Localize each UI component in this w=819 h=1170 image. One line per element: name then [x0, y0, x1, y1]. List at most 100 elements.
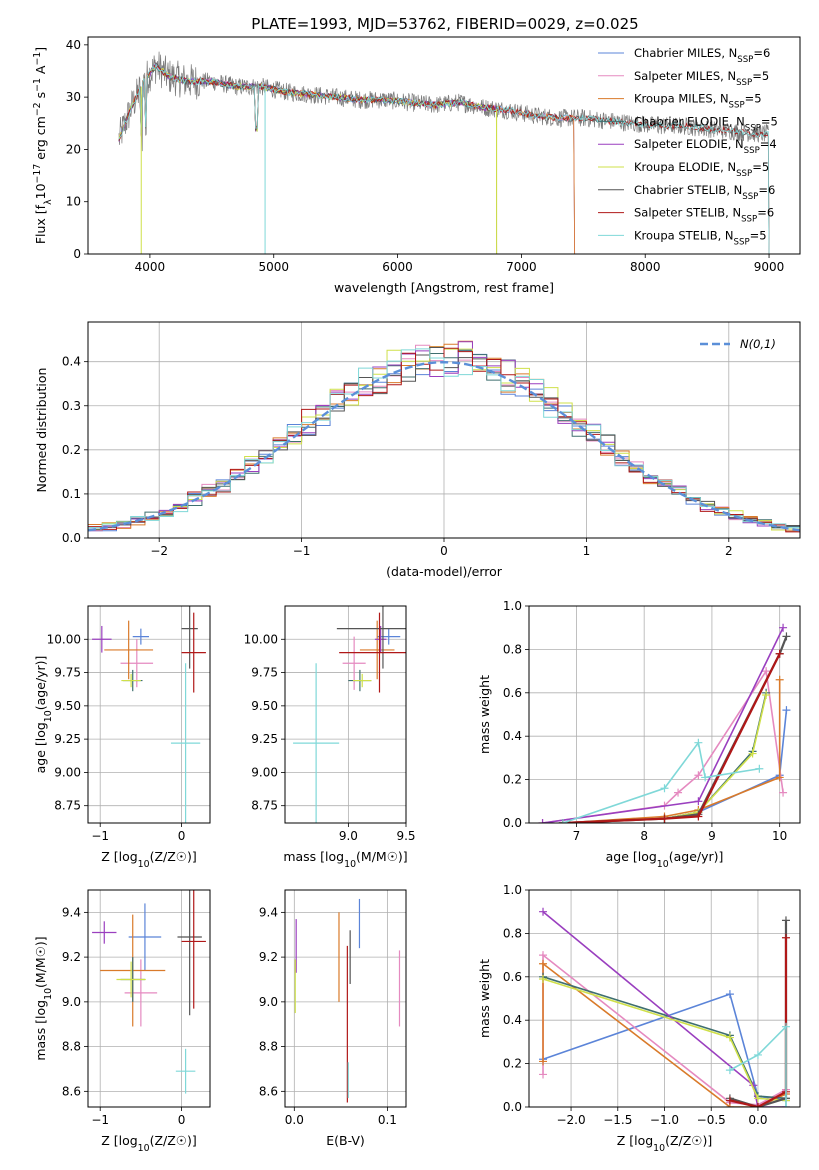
x-axis-label: wavelength [Angstrom, rest frame]: [334, 280, 554, 295]
panel-residuals: N(0,1) −2 −1 0 1 2 0.0 0.1 0.2 0.3 0.4 (data-model)…: [34, 321, 801, 579]
errorbar-point: [92, 921, 117, 944]
spectrum-model-line: [118, 63, 770, 254]
spectrum-model-line: [118, 65, 770, 254]
series-point: [779, 788, 788, 797]
errorbar-point: [181, 890, 206, 1009]
y-tick-label: 0.0: [503, 1100, 522, 1114]
y-tick-label: 0.3: [62, 399, 81, 413]
y-tick-label: 0.1: [62, 487, 81, 501]
errorbar-point: [293, 663, 340, 823]
series-point: [558, 819, 567, 823]
x-tick-label: 6000: [382, 260, 413, 274]
legend-label: Chabrier ELODIE, NSSP=5: [634, 114, 778, 133]
y-tick-label: 1.0: [503, 883, 522, 897]
legend-label: Kroupa STELIB, NSSP=5: [634, 228, 767, 247]
legend-label: Chabrier MILES, NSSP=6: [634, 46, 770, 65]
legend-label: Salpeter STELIB, NSSP=6: [634, 206, 774, 225]
series-line: [729, 1024, 787, 1107]
series-line: [562, 710, 788, 823]
x-axis-label: mass [log10(M/M☉)]: [283, 849, 407, 870]
x-tick-label: 5000: [258, 260, 289, 274]
errorbar-point: [175, 1048, 196, 1094]
y-tick-label: 0.8: [503, 926, 522, 940]
series-point: [539, 1057, 548, 1066]
plot-area: [118, 51, 770, 254]
series-point: [539, 1070, 548, 1079]
y-tick-label: 0.2: [503, 773, 522, 787]
x-tick-label: 2: [725, 544, 733, 558]
errorbar-point: [120, 639, 154, 688]
series-line: [542, 911, 786, 1107]
y-axis-label: mass weight: [477, 959, 492, 1038]
series-point: [725, 1096, 734, 1105]
x-tick-label: 0: [178, 1113, 186, 1127]
x-tick-label: 8000: [630, 260, 661, 274]
plot-area: [88, 340, 800, 533]
x-tick-label: 9.0: [339, 829, 358, 843]
x-tick-label: 0.0: [748, 1113, 767, 1127]
y-axis-label: age [log10(age/yr)]: [33, 656, 54, 774]
y-tick-label: 9.4: [259, 905, 278, 919]
x-tick-label: 8: [640, 829, 648, 843]
series-line: [562, 653, 781, 823]
x-axis-label: E(B-V): [326, 1133, 365, 1148]
errorbar-point: [336, 606, 406, 669]
y-axis-label: mass [log10(M/M☉)]: [33, 936, 54, 1060]
panel-massweight_vs_age: 7 8 9 10 0.0 0.2 0.4 0.6 0.8 1.0 age [log10(age/yr…: [477, 599, 801, 870]
y-tick-label: 0.6: [503, 686, 522, 700]
x-tick-label: −1: [293, 544, 311, 558]
y-tick-label: 10.00: [47, 632, 81, 646]
legend-label: Salpeter MILES, NSSP=5: [634, 69, 769, 88]
series-point: [753, 1094, 762, 1103]
x-tick-label: 0: [178, 829, 186, 843]
y-axis-label: Flux [fλ10−17 erg cm−2 s−1 A−1]: [32, 47, 54, 244]
series-point: [694, 812, 703, 821]
series-line: [542, 976, 787, 1100]
errorbar-point: [124, 959, 158, 1027]
axes-frame: [87, 605, 211, 824]
x-tick-label: 9000: [754, 260, 785, 274]
series-point: [782, 706, 791, 715]
x-tick-label: 10: [772, 829, 787, 843]
errorbar-point: [359, 620, 395, 680]
y-tick-label: 9.2: [62, 950, 81, 964]
x-axis-label: Z [log10(Z/Z☉)]: [101, 1133, 197, 1154]
series-point: [775, 649, 784, 658]
errorbar-point: [121, 673, 141, 688]
axes-frame: [87, 889, 211, 1108]
y-tick-label: 9.00: [251, 765, 278, 779]
series-point: [748, 749, 757, 758]
series-point: [694, 797, 703, 806]
series-point: [660, 784, 669, 793]
plot-area: [92, 890, 206, 1094]
y-tick-label: 9.75: [251, 666, 278, 680]
x-axis-label: Z [log10(Z/Z☉)]: [617, 1133, 713, 1154]
panel-mass_vs_Z: −1 0 8.6 8.8 9.0 9.2 9.4 Z [log10(Z/Z☉)] mass [l…: [33, 889, 211, 1154]
series-point: [762, 690, 771, 699]
y-tick-label: 0.2: [503, 1057, 522, 1071]
series-point: [660, 814, 669, 823]
series-point: [775, 675, 784, 684]
y-tick-label: 8.8: [62, 1040, 81, 1054]
y-tick-label: 9.0: [259, 995, 278, 1009]
series-point: [755, 764, 764, 773]
series-point: [701, 773, 710, 782]
panel-massweight_vs_Z: −2.0 −1.5 −1.0 −0.5 0.0 0.0 0.2 0.4 0.6 0.8 1.0 Z […: [477, 883, 801, 1154]
y-tick-label: 9.75: [54, 666, 81, 680]
panel-spectrum: Chabrier MILES, NSSP=6 Salpeter MILES, NS…: [32, 36, 801, 295]
axes-frame: [284, 605, 407, 824]
series-point: [775, 773, 784, 782]
y-tick-label: 1.0: [503, 599, 522, 613]
panel-age_vs_Z: −1 0 8.75 9.00 9.25 9.50 9.75 10.00 Z [log10(Z/Z…: [33, 605, 211, 870]
y-tick-label: 8.6: [259, 1084, 278, 1098]
y-tick-label: 40: [66, 38, 81, 52]
y-tick-label: 9.00: [54, 765, 81, 779]
x-tick-label: 0: [440, 544, 448, 558]
series-line: [729, 937, 788, 1107]
legend-label: Salpeter ELODIE, NSSP=4: [634, 137, 777, 156]
series-point: [753, 1103, 762, 1107]
y-tick-label: 10: [66, 195, 81, 209]
x-tick-label: 9: [708, 829, 716, 843]
errorbar-point: [339, 612, 406, 693]
